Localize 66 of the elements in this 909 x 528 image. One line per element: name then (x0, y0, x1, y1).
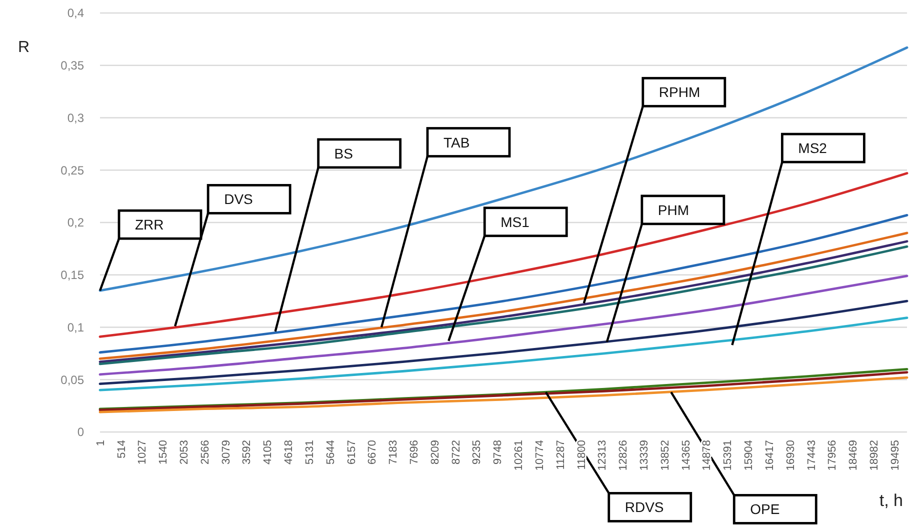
annotation: RPHM (658, 84, 700, 100)
annotation: OPE (750, 501, 780, 518)
y-tick-label: 0,4 (67, 6, 84, 20)
x-tick-label: 13852 (659, 440, 672, 471)
x-tick-label: 10774 (534, 440, 546, 471)
x-tick-label: 15904 (743, 440, 756, 471)
x-tick-label: 12826 (618, 440, 630, 471)
y-tick-label: 0,25 (60, 163, 84, 178)
line-series (98, 274, 908, 376)
x-tick-label: 15391 (722, 440, 734, 471)
x-tick-label: 3079 (220, 440, 232, 464)
line-series (98, 172, 908, 338)
annotation: PHM (658, 202, 690, 218)
x-tick-label: 6670 (366, 440, 379, 464)
x-tick-label: 8209 (429, 440, 442, 464)
x-tick-label: 514 (116, 440, 128, 458)
annotation: BS (334, 145, 353, 162)
y-tick-label: 0,05 (60, 372, 84, 387)
x-tick-label: 9235 (471, 440, 484, 464)
x-tick-label: 5644 (324, 440, 337, 464)
annotation: MS1 (500, 214, 530, 230)
annotation: MS2 (798, 140, 828, 156)
y-tick-label: 0,15 (60, 268, 84, 282)
x-tick-label: 16417 (764, 440, 776, 471)
x-tick-label: 7183 (388, 440, 400, 464)
x-tick-label: 4105 (262, 440, 274, 464)
x-tick-label: 19495 (889, 440, 902, 471)
x-tick-label: 3592 (241, 440, 254, 464)
annotation: ZRR (135, 216, 164, 233)
y-tick-label: 0,3 (67, 110, 84, 125)
x-tick-label: 14365 (680, 440, 692, 471)
annotation: RDVS (624, 499, 664, 516)
x-tick-label: 17443 (806, 440, 818, 471)
x-tick-label: 1027 (136, 440, 149, 464)
y-tick-label: 0,35 (60, 58, 84, 73)
line-series (98, 214, 908, 354)
x-tick-label: 18982 (868, 440, 881, 471)
y-tick-label: 0,1 (67, 320, 84, 334)
line-series (98, 300, 908, 386)
x-tick-label: 1540 (158, 440, 170, 464)
x-tick-label: 10261 (513, 440, 526, 471)
x-tick-label: 14878 (701, 440, 714, 471)
x-tick-label: 6157 (346, 440, 358, 464)
x-tick-label: 11800 (576, 440, 588, 470)
x-tick-label: 17956 (826, 440, 839, 471)
x-tick-label: 18469 (848, 440, 860, 471)
x-tick-label: 2566 (199, 440, 212, 464)
y-tick-label: 0,2 (67, 216, 84, 230)
y-axis-title: R (18, 39, 30, 56)
x-tick-label: 12313 (596, 440, 609, 471)
x-tick-label: 11287 (554, 440, 567, 470)
x-tick-label: 13339 (638, 440, 650, 471)
x-tick-label: 5131 (304, 440, 316, 464)
x-tick-label: 4618 (283, 440, 296, 464)
x-tick-label: 9748 (492, 440, 504, 464)
x-tick-label: 1 (94, 440, 107, 446)
x-tick-label: 2053 (178, 440, 190, 464)
x-tick-label: 7696 (408, 440, 420, 464)
x-tick-label: 8722 (450, 440, 462, 464)
annotation: DVS (224, 191, 253, 208)
x-tick-label: 16930 (784, 440, 797, 471)
line-series (98, 46, 908, 292)
line-series (98, 316, 908, 392)
annotation: TAB (443, 134, 470, 150)
y-tick-label: 0 (77, 425, 84, 440)
x-axis-title: t, h (879, 491, 903, 510)
